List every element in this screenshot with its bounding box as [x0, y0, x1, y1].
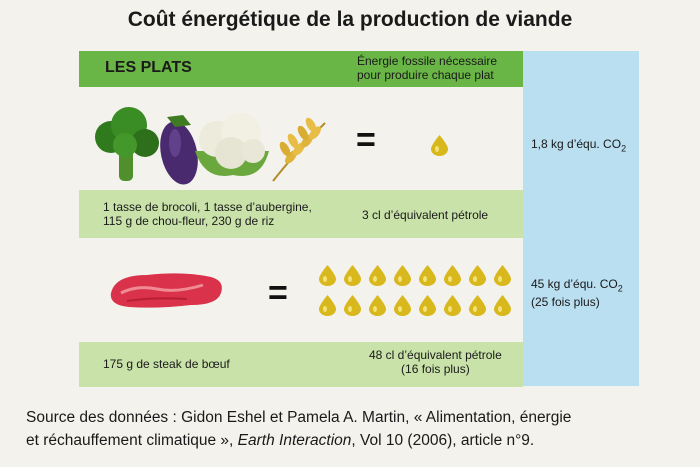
- energy-table: LES PLATS Énergie fossile nécessaire pou…: [79, 51, 639, 391]
- oil-drop-icon: [494, 295, 511, 316]
- table-header: LES PLATS Énergie fossile nécessaire pou…: [79, 51, 523, 87]
- header-energy-line2: pour produire chaque plat: [357, 68, 494, 82]
- dish-row1-line1: 1 tasse de brocoli, 1 tasse d’aubergine,: [103, 200, 312, 214]
- row2-label-band: [79, 342, 523, 387]
- header-energy-line1: Énergie fossile nécessaire: [357, 54, 498, 68]
- rice-icon: [272, 117, 326, 182]
- oil-drop-icon: [419, 295, 436, 316]
- equals-sign-1: =: [356, 121, 376, 159]
- oil-drops-grid: [319, 265, 519, 321]
- energy-row2-line1: 48 cl d’équivalent pétrole: [369, 348, 502, 362]
- co2-row1-subscript: 2: [621, 143, 627, 154]
- oil-drop-icon: [344, 265, 361, 286]
- source-line2-post: , Vol 10 (2006), article n°9.: [351, 432, 535, 449]
- row1-label-band: [79, 190, 523, 238]
- co2-row2-value: 45 kg d’équ. CO: [531, 277, 618, 291]
- dish-row1: 1 tasse de brocoli, 1 tasse d’aubergine,…: [103, 200, 312, 228]
- source-line2: et réchauffement climatique », Earth Int…: [26, 429, 686, 452]
- source-journal: Earth Interaction: [237, 432, 352, 449]
- energy-row2: 48 cl d’équivalent pétrole (16 fois plus…: [369, 348, 502, 376]
- oil-drop-icon: [394, 265, 411, 286]
- energy-row1: 3 cl d’équivalent pétrole: [362, 208, 489, 222]
- header-energy-label: Énergie fossile nécessaire pour produire…: [357, 54, 527, 82]
- eggplant-icon: [160, 115, 198, 185]
- broccoli-icon: [95, 107, 159, 181]
- vegetables-illustration: [95, 107, 326, 185]
- co2-row1: 1,8 kg d’équ. CO2: [531, 137, 626, 155]
- header-dishes-label: LES PLATS: [105, 59, 192, 76]
- oil-drop-icon: [469, 265, 486, 286]
- co2-column: [523, 51, 639, 386]
- oil-drop-icon: [344, 295, 361, 316]
- oil-drop-icon: [431, 135, 448, 156]
- oil-drop-icon: [369, 265, 386, 286]
- oil-drop-icon: [444, 265, 461, 286]
- energy-row2-ratio: (16 fois plus): [401, 362, 470, 376]
- co2-row1-value: 1,8 kg d’équ. CO: [531, 137, 622, 151]
- equals-sign-2: =: [268, 274, 288, 312]
- oil-drop-icon: [394, 295, 411, 316]
- oil-drop-icon: [369, 295, 386, 316]
- dish-row2: 175 g de steak de bœuf: [103, 357, 230, 371]
- co2-row2-ratio: (25 fois plus): [531, 295, 600, 310]
- oil-drop-icon: [319, 265, 336, 286]
- source-line1: Source des données : Gidon Eshel et Pame…: [26, 409, 572, 426]
- source-line2-pre: et réchauffement climatique »,: [26, 432, 238, 449]
- source-caption: Source des données : Gidon Eshel et Pame…: [26, 406, 686, 452]
- oil-drop-icon: [469, 295, 486, 316]
- oil-drop-icon: [419, 265, 436, 286]
- cauliflower-icon: [195, 113, 269, 176]
- dish-row1-line2: 115 g de chou-fleur, 230 g de riz: [103, 214, 275, 228]
- co2-row2: 45 kg d’équ. CO2 (25 fois plus): [531, 277, 623, 309]
- oil-drop-icon: [319, 295, 336, 316]
- oil-drop-icon: [444, 295, 461, 316]
- oil-drop-icon: [494, 265, 511, 286]
- co2-row2-subscript: 2: [617, 283, 623, 294]
- steak-icon: [110, 273, 222, 308]
- page-title: Coût énergétique de la production de via…: [127, 8, 573, 31]
